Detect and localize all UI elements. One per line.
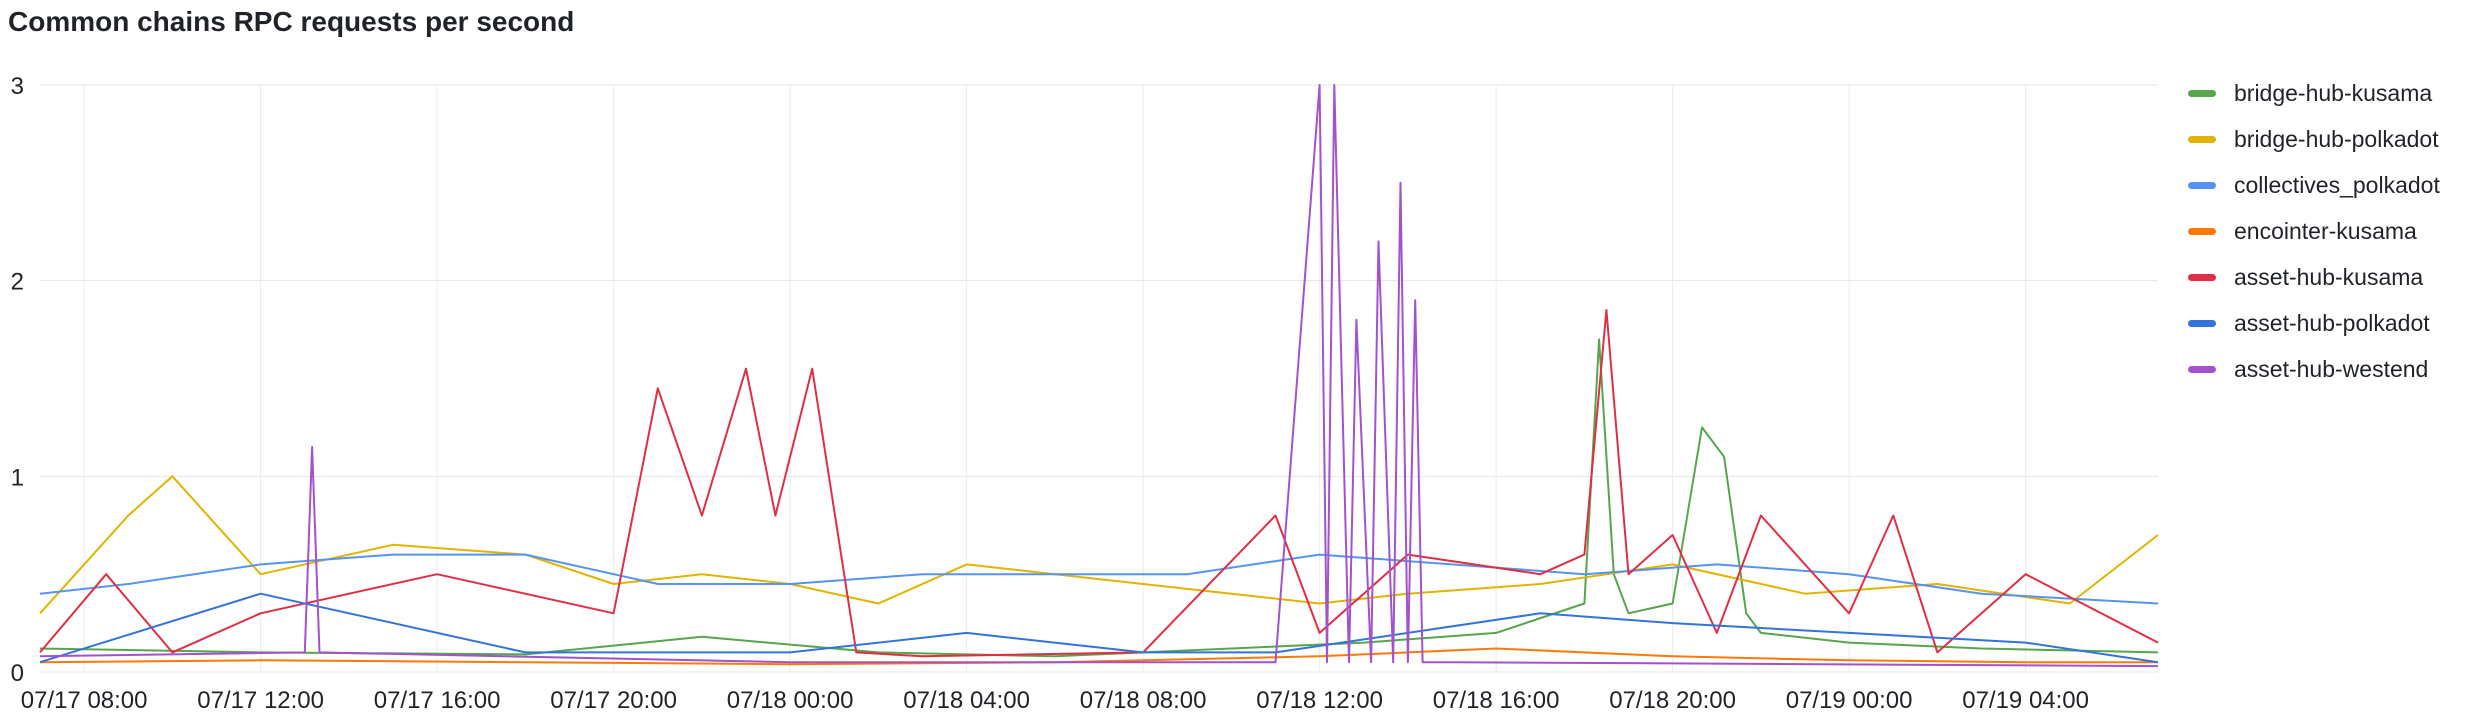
- legend-item-asset-hub-westend[interactable]: asset-hub-westend: [2188, 346, 2440, 392]
- panel-title: Common chains RPC requests per second: [8, 6, 575, 37]
- x-tick-label: 07/18 16:00: [1433, 687, 1560, 714]
- x-tick-label: 07/17 16:00: [374, 687, 501, 714]
- x-tick-label: 07/17 08:00: [21, 687, 148, 714]
- x-tick-label: 07/17 12:00: [197, 687, 324, 714]
- legend-swatch: [2188, 227, 2216, 235]
- series-line-asset-hub-westend: [39, 84, 2159, 668]
- legend-item-collectives-polkadot[interactable]: collectives_polkadot: [2188, 162, 2440, 208]
- legend-label: asset-hub-westend: [2234, 355, 2429, 382]
- x-tick-label: 07/17 20:00: [550, 687, 677, 714]
- series-line-collectives-polkadot: [39, 553, 2159, 605]
- y-tick-label: 2: [11, 269, 24, 296]
- y-tick-label: 3: [11, 73, 24, 100]
- x-tick-label: 07/19 04:00: [1962, 687, 2089, 714]
- x-tick-label: 07/18 20:00: [1609, 687, 1736, 714]
- y-tick-label: 0: [11, 660, 24, 687]
- legend-label: asset-hub-polkadot: [2234, 309, 2430, 336]
- chart-legend: bridge-hub-kusama bridge-hub-polkadot coll…: [2188, 70, 2440, 392]
- legend-label: asset-hub-kusama: [2234, 263, 2424, 290]
- x-tick-label: 07/18 00:00: [727, 687, 854, 714]
- legend-label: bridge-hub-polkadot: [2234, 125, 2439, 152]
- x-tick-label: 07/18 08:00: [1080, 687, 1207, 714]
- legend-label: collectives_polkadot: [2234, 171, 2440, 198]
- legend-swatch: [2188, 319, 2216, 327]
- series-line-encointer-kusama: [39, 647, 2158, 666]
- legend-item-encointer-kusama[interactable]: encointer-kusama: [2188, 208, 2440, 254]
- legend-item-bridge-hub-polkadot[interactable]: bridge-hub-polkadot: [2188, 116, 2440, 162]
- legend-swatch: [2188, 89, 2216, 97]
- series-line-bridge-hub-polkadot: [39, 475, 2159, 614]
- legend-swatch: [2188, 181, 2216, 189]
- line-chart: 0 1 2 3 07/17 08:00 07/17 12:00 07/17 16:00 07/…: [11, 73, 2159, 714]
- legend-item-asset-hub-polkadot[interactable]: asset-hub-polkadot: [2188, 300, 2440, 346]
- x-tick-label: 07/19 00:00: [1786, 687, 1913, 714]
- legend-label: bridge-hub-kusama: [2234, 79, 2433, 106]
- legend-label: encointer-kusama: [2234, 217, 2417, 244]
- legend-item-bridge-hub-kusama[interactable]: bridge-hub-kusama: [2188, 70, 2440, 116]
- legend-item-asset-hub-kusama[interactable]: asset-hub-kusama: [2188, 254, 2440, 300]
- series-line-asset-hub-kusama: [39, 309, 2159, 658]
- y-tick-label: 1: [11, 464, 24, 491]
- legend-swatch: [2188, 365, 2216, 373]
- legend-swatch: [2188, 273, 2216, 281]
- legend-swatch: [2188, 135, 2216, 143]
- x-tick-label: 07/18 12:00: [1256, 687, 1383, 714]
- x-tick-label: 07/18 04:00: [903, 687, 1030, 714]
- series-line-bridge-hub-kusama: [39, 338, 2159, 658]
